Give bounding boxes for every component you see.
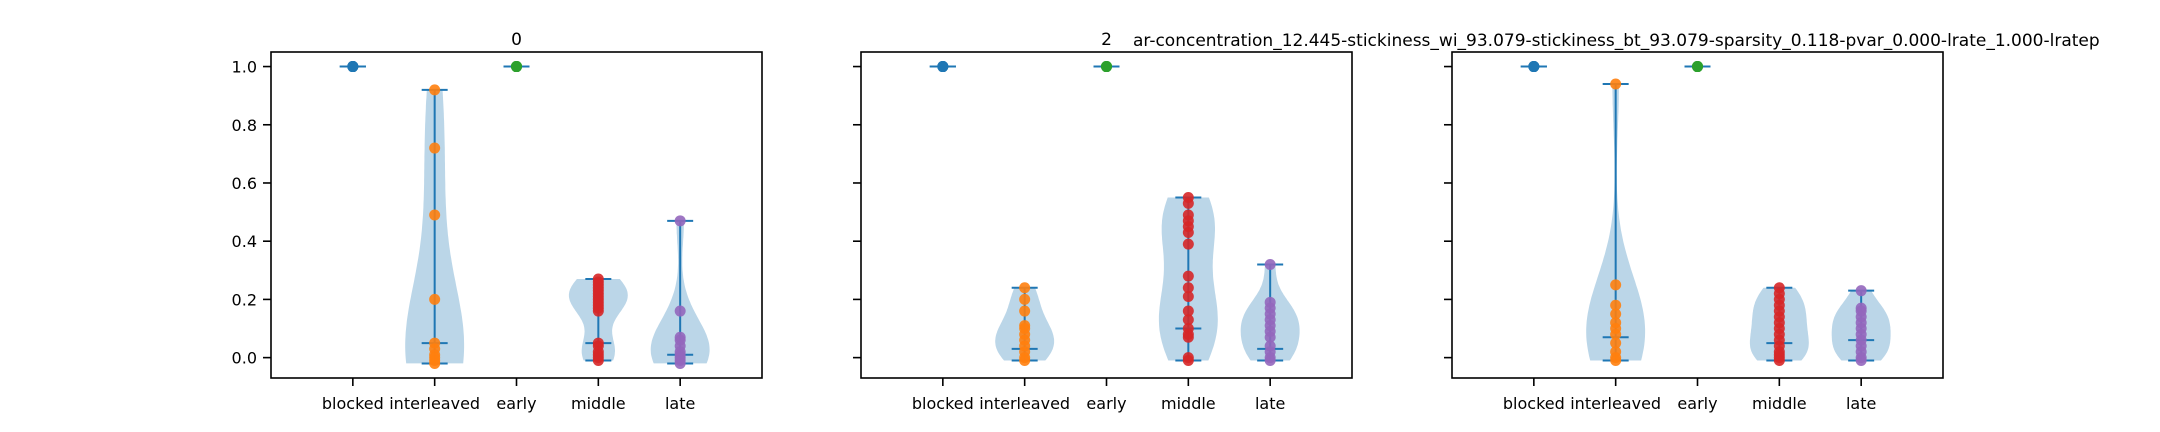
data-point: [1182, 197, 1194, 209]
x-tick-label: blocked: [912, 394, 974, 413]
violin-late: [1831, 285, 1891, 367]
data-point: [1610, 337, 1622, 349]
data-point: [1182, 226, 1194, 238]
data-point: [1264, 355, 1276, 367]
data-point: [674, 305, 686, 317]
data-point: [937, 61, 949, 73]
data-point: [1610, 328, 1622, 340]
data-point: [511, 61, 522, 73]
data-point: [674, 215, 686, 227]
data-point: [1182, 270, 1194, 282]
data-point: [1610, 299, 1622, 311]
subplot-1: blocked interleaved early middle late 2: [853, 30, 1353, 413]
y-tick-label: 0.8: [232, 116, 257, 135]
data-point: [1182, 238, 1194, 250]
subplot-2: blocked interleaved early middle late: [1444, 51, 1944, 413]
data-point: [1610, 279, 1622, 291]
data-point: [1528, 61, 1540, 73]
figure-suptitle: ar-concentration_12.445-stickiness_wi_93…: [1133, 31, 2100, 51]
violin-late: [650, 215, 710, 369]
violin-middle: [1749, 282, 1809, 367]
data-point: [1610, 308, 1622, 320]
violin-blocked: [929, 61, 956, 73]
data-point: [1182, 305, 1194, 317]
x-tick-label: early: [1677, 394, 1717, 413]
violin-early: [1684, 61, 1711, 73]
violin-blocked: [1520, 61, 1547, 73]
data-point: [1855, 285, 1867, 297]
data-point: [1855, 355, 1867, 367]
data-point: [1692, 61, 1703, 73]
violin-interleaved: [405, 84, 465, 369]
violin-middle: [568, 273, 628, 367]
subplot-0: 0.0 0.2 0.4 0.6 0.8 1.0 blocked interleaved earl…: [232, 30, 763, 413]
x-tick-label: interleaved: [1570, 394, 1661, 413]
x-tick-label: interleaved: [389, 394, 480, 413]
violin-late: [1240, 258, 1300, 367]
data-point: [1182, 314, 1194, 326]
x-tick-label: early: [496, 394, 536, 413]
data-point: [1019, 355, 1031, 367]
data-point: [1019, 305, 1031, 317]
y-tick-label: 0.0: [232, 349, 257, 368]
data-point: [429, 84, 441, 96]
y-tick-label: 0.6: [232, 174, 257, 193]
violin-middle: [1158, 192, 1218, 367]
data-point: [1610, 355, 1622, 367]
subplot-title: 0: [511, 30, 522, 50]
violin-early: [503, 61, 530, 73]
x-tick-label: middle: [571, 394, 626, 413]
violin-early: [1093, 61, 1120, 73]
subplot-title: 2: [1101, 30, 1112, 50]
data-point: [429, 209, 441, 221]
data-point: [1019, 293, 1031, 305]
violin-blocked: [339, 61, 366, 73]
data-point: [1773, 355, 1785, 367]
data-point: [1182, 291, 1194, 302]
x-tick-label: blocked: [1503, 394, 1565, 413]
data-point: [1182, 331, 1194, 343]
x-tick-label: middle: [1752, 394, 1807, 413]
data-point: [429, 293, 441, 305]
data-point: [674, 357, 686, 369]
data-point: [1019, 282, 1031, 294]
data-point: [347, 61, 359, 73]
data-point: [1182, 282, 1194, 294]
data-point: [1610, 78, 1622, 90]
data-point: [592, 355, 604, 367]
x-tick-label: interleaved: [979, 394, 1070, 413]
x-tick-label: late: [1255, 394, 1285, 413]
data-point: [1182, 355, 1194, 367]
x-tick-label: late: [665, 394, 695, 413]
violin-interleaved: [995, 282, 1055, 367]
violin-interleaved: [1586, 78, 1646, 367]
data-point: [429, 357, 441, 369]
x-tick-label: late: [1846, 394, 1876, 413]
y-tick-label: 0.4: [232, 232, 257, 251]
x-tick-label: blocked: [322, 394, 384, 413]
y-tick-label: 0.2: [232, 290, 257, 309]
x-tick-label: middle: [1161, 394, 1216, 413]
data-point: [592, 305, 604, 317]
data-point: [1101, 61, 1112, 73]
data-point: [1264, 258, 1276, 270]
subplot-panels: 0.0 0.2 0.4 0.6 0.8 1.0 blocked interleaved earl…: [232, 30, 1944, 413]
x-tick-label: early: [1086, 394, 1126, 413]
y-tick-label: 1.0: [232, 58, 257, 77]
data-point: [1264, 331, 1276, 343]
data-point: [429, 142, 441, 154]
